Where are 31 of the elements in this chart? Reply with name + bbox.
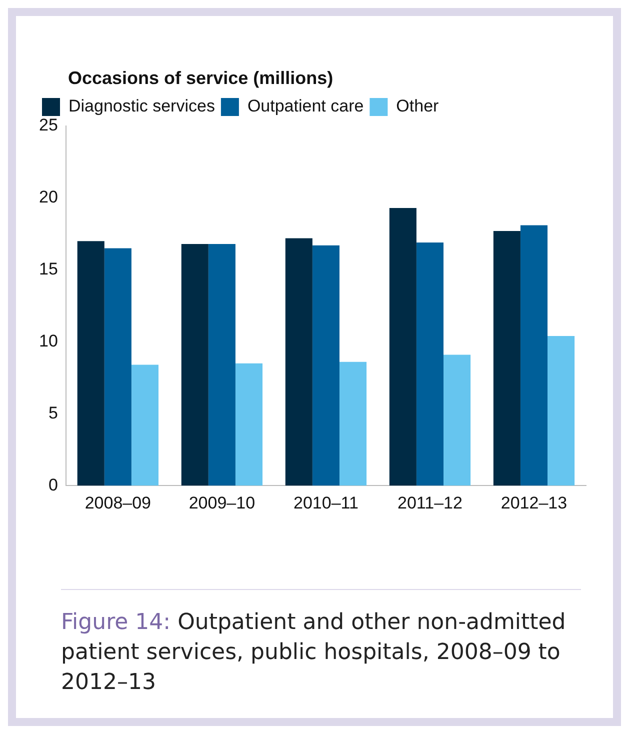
y-tick-label: 15	[38, 260, 58, 279]
x-tick-label: 2011–12	[398, 493, 462, 512]
legend-label: Diagnostic services	[68, 96, 215, 116]
y-axis-title: Occasions of service (millions)	[68, 68, 334, 89]
y-tick-label: 5	[48, 403, 58, 422]
x-tick-label: 2010–11	[293, 493, 358, 512]
bar	[443, 354, 471, 486]
bar	[208, 244, 236, 486]
bar	[235, 363, 263, 486]
x-tick-label: 2012–13	[500, 493, 568, 512]
y-tick-label: 0	[48, 475, 58, 494]
bar	[416, 242, 444, 486]
bar	[520, 225, 548, 486]
bar	[131, 364, 158, 486]
bar	[389, 208, 416, 486]
x-tick-label: 2008–09	[84, 493, 152, 512]
bar	[312, 245, 340, 486]
y-tick-label: 25	[38, 116, 58, 135]
bar	[548, 336, 575, 486]
bar	[104, 248, 132, 486]
y-tick-label: 10	[38, 331, 58, 350]
bar	[181, 244, 208, 486]
bar	[285, 238, 312, 486]
bar	[493, 231, 520, 486]
legend-label: Outpatient care	[247, 96, 364, 116]
y-tick-label: 20	[38, 188, 58, 207]
bar	[339, 362, 367, 486]
legend-label: Other	[396, 96, 440, 116]
x-tick-label: 2009–10	[188, 493, 256, 512]
caption: Figure 14: Outpatient and other non-admitted patient services, public hospitals, 2008–09 to 2012–13	[61, 610, 566, 695]
bar	[77, 241, 104, 486]
